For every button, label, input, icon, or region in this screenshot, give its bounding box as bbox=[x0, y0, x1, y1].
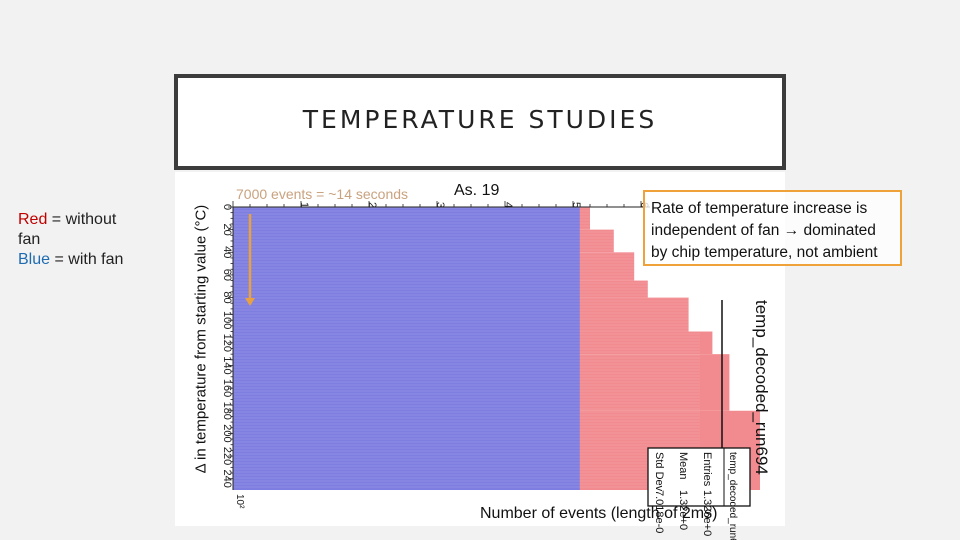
stats-row-label: Std Dev bbox=[653, 452, 665, 492]
y-tick-label: 40 bbox=[221, 246, 233, 258]
stats-row-value: 1.32e+0 bbox=[677, 490, 689, 530]
y-tick-label: 0 bbox=[221, 204, 233, 210]
corner-label: 10² bbox=[234, 494, 245, 509]
stats-box-title: temp_decoded_run694 bbox=[727, 452, 738, 540]
slide-title-box: TEMPERATURE STUDIES bbox=[174, 74, 786, 170]
y-tick-label: 240 bbox=[221, 470, 233, 488]
x-tick-label: 3 bbox=[434, 202, 446, 208]
x-tick-label: 1 bbox=[298, 202, 310, 208]
y-tick-label: 100 bbox=[221, 311, 233, 329]
stats-row-label: Mean bbox=[677, 452, 689, 480]
y-tick-label: 160 bbox=[221, 379, 233, 397]
stats-row-label: Entries bbox=[701, 452, 713, 487]
axis-layer: 1234560204060801001201401601802002202401… bbox=[221, 201, 771, 509]
y-tick-label: 20 bbox=[221, 224, 233, 236]
stats-row-value: 7.018e-0 bbox=[653, 490, 665, 533]
callout-box: Rate of temperature increase is independ… bbox=[643, 190, 902, 266]
y-tick-label: 120 bbox=[221, 334, 233, 352]
legend-blue-rest: = with fan bbox=[50, 251, 124, 268]
blue-bar-0 bbox=[233, 207, 580, 490]
x-tick-label: 5 bbox=[570, 202, 582, 208]
slide-title: TEMPERATURE STUDIES bbox=[302, 104, 658, 134]
legend: Red = without fan Blue = with fan bbox=[18, 210, 168, 270]
legend-red-word: Red bbox=[18, 211, 48, 228]
stats-box-frame bbox=[647, 447, 751, 507]
stats-box: temp_decoded_run694 Entries 1.326e+0 Mean 1.… bbox=[647, 447, 751, 540]
y-axis-label-wrap: Δ in temperature from starting value (°C… bbox=[188, 172, 214, 506]
x-tick-label: 2 bbox=[366, 202, 378, 208]
events-arrow-head bbox=[245, 298, 255, 306]
events-note: 7000 events = ~14 seconds bbox=[236, 186, 409, 202]
y-axis-label: Δ in temperature from starting value (°C… bbox=[192, 204, 210, 474]
legend-red-rest: = without bbox=[47, 211, 117, 228]
histogram-name: temp_decoded_run694 bbox=[752, 300, 771, 475]
y-tick-label: 140 bbox=[221, 356, 233, 374]
y-tick-label: 200 bbox=[221, 424, 233, 442]
y-tick-label: 180 bbox=[221, 402, 233, 420]
legend-blue-word: Blue bbox=[18, 251, 51, 268]
y-tick-label: 60 bbox=[221, 269, 233, 281]
stats-row-value: 1.326e+0 bbox=[701, 490, 713, 536]
legend-red-line: Red = without bbox=[18, 210, 168, 230]
legend-red-line2: fan bbox=[18, 231, 41, 248]
y-tick-label: 80 bbox=[221, 291, 233, 303]
x-axis-label: Number of events (length of 2ms) bbox=[480, 505, 718, 522]
asic-label: As. 19 bbox=[454, 182, 500, 199]
y-tick-label: 220 bbox=[221, 447, 233, 465]
x-tick-label: 4 bbox=[502, 202, 514, 208]
legend-blue-line: Blue = with fan bbox=[18, 250, 168, 270]
